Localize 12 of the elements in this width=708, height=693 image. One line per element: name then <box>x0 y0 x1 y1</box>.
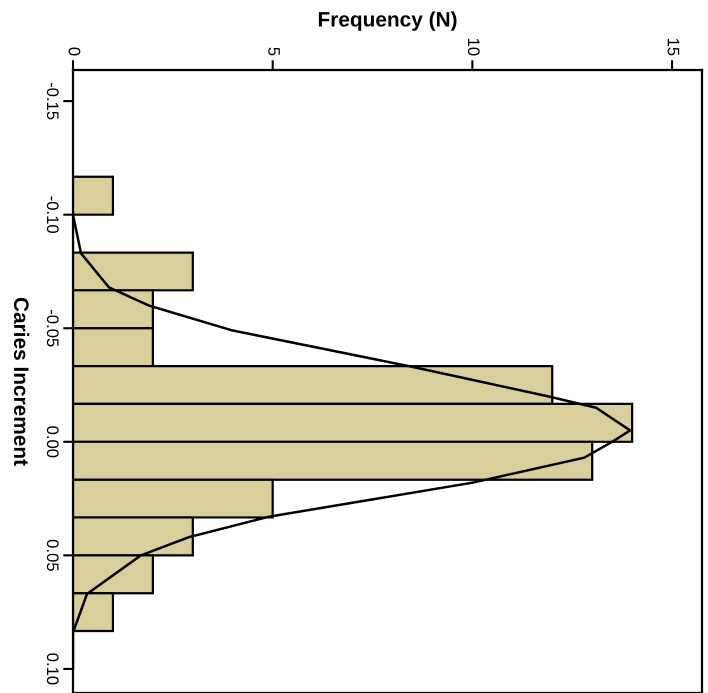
x-tick-label: 5 <box>268 48 280 56</box>
x-axis-title: Frequency (N) <box>318 11 456 31</box>
y-tick-label: 0.05 <box>46 540 59 571</box>
y-tick-label: -0.10 <box>46 196 59 234</box>
y-axis-title: Caries Increment <box>14 298 30 466</box>
x-tick-label: 10 <box>468 38 480 56</box>
y-tick-label: 0.10 <box>46 653 59 684</box>
x-tick-label: 0 <box>68 47 80 56</box>
y-tick-label: -0.15 <box>46 82 59 120</box>
y-tick-label: 0.00 <box>46 426 59 458</box>
x-tick-label: 15 <box>668 38 680 56</box>
y-tick-label: -0.05 <box>46 310 59 347</box>
